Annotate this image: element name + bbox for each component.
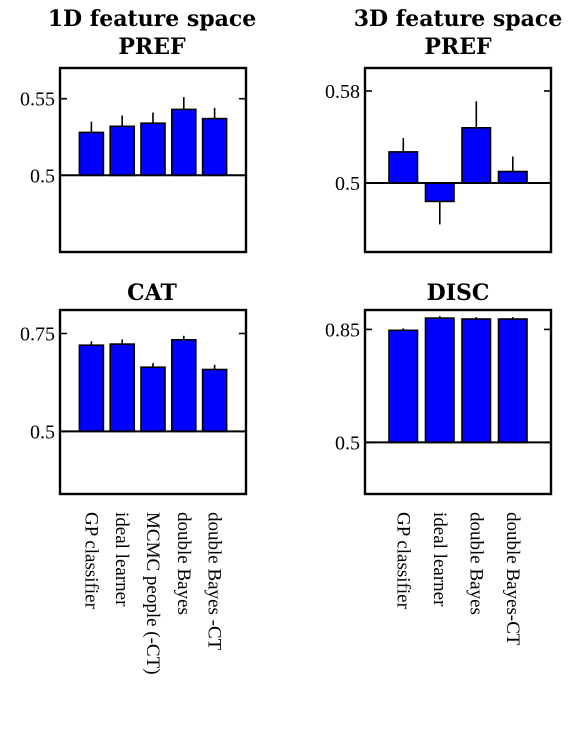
y-tick-label: 0.75 [20, 324, 55, 346]
bar-2 [140, 122, 166, 177]
bar-3 [497, 318, 528, 444]
chart-panel-2: CAT 0.75 0.5 [20, 280, 248, 496]
bar-2 [461, 318, 492, 444]
bar-2 [461, 127, 492, 184]
plot-frame [58, 66, 248, 254]
y-tick-label: 0.5 [30, 165, 55, 187]
bar-3 [171, 338, 197, 433]
category-label-2: double Bayes [465, 512, 486, 615]
chart-title: 3D feature space [354, 6, 563, 32]
bar-0 [78, 131, 105, 177]
category-label-1: ideal learner [111, 512, 132, 607]
y-tick-label: 0.5 [30, 421, 55, 443]
chart-subtitle: PREF [118, 34, 186, 60]
chart-subtitle: PREF [424, 34, 492, 60]
bar-1 [424, 317, 455, 444]
bar-0 [388, 329, 419, 444]
chart-subtitle: DISC [427, 280, 490, 306]
y-tick-label: 0.5 [335, 432, 360, 454]
category-label-3: double Bayes-CT [502, 512, 523, 646]
category-label-4: double Bayes -CT [204, 512, 225, 651]
category-label-0: GP classifier [392, 512, 413, 610]
y-tick-label: 0.5 [335, 173, 360, 195]
bar-1 [109, 125, 135, 177]
bar-2 [140, 366, 166, 433]
bar-0 [78, 344, 105, 433]
chart-subtitle: CAT [127, 280, 177, 306]
y-tick-label: 0.58 [325, 81, 360, 103]
bar-4 [201, 117, 228, 177]
bar-3 [171, 108, 197, 177]
category-label-1: ideal learner [429, 512, 450, 607]
plot-frame [363, 308, 553, 496]
bar-1 [109, 343, 135, 433]
bar-1 [424, 182, 455, 203]
plot-frame [58, 308, 248, 496]
y-tick-label: 0.55 [20, 89, 55, 111]
chart-title: 1D feature space [48, 6, 257, 32]
bar-0 [388, 151, 419, 184]
category-label-0: GP classifier [80, 512, 101, 610]
category-label-2: MCMC people (-CT) [142, 512, 163, 675]
plot-frame [363, 66, 553, 254]
category-label-3: double Bayes [173, 512, 194, 615]
bar-3 [497, 170, 528, 184]
y-tick-label: 0.85 [325, 319, 360, 341]
chart-panel-3: DISC 0.85 0.5 GP classifier ideal learner dou… [325, 280, 553, 646]
bar-4 [201, 368, 228, 433]
